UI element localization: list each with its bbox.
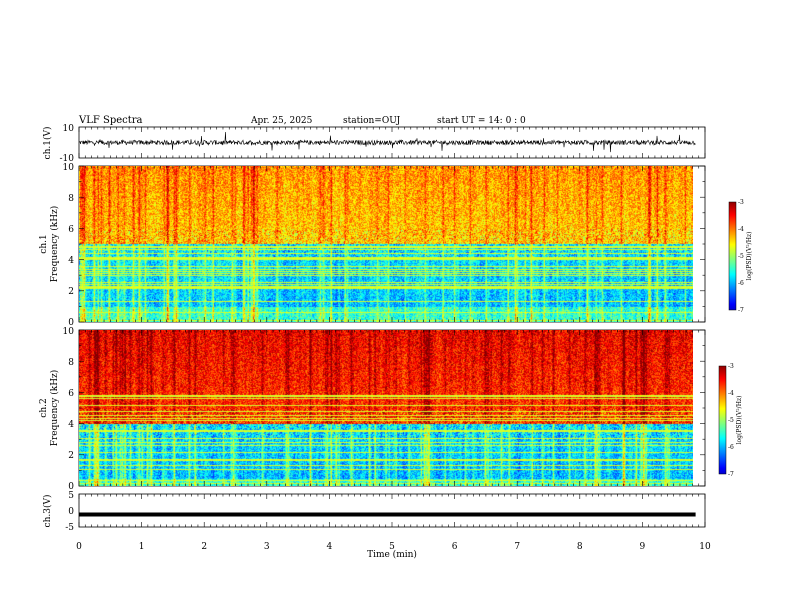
ch1-cbar-tick-m3: -3: [738, 199, 744, 206]
ch2-cbar-tick-m3: -3: [728, 363, 734, 370]
ch3-waveform-panel: 5 0 -5 ch.3(V): [42, 491, 706, 533]
x-tick-label: 10: [699, 542, 711, 552]
ch1-ytick-top: 10: [63, 124, 75, 134]
station-label: station=OUJ: [343, 116, 401, 126]
x-tick-label: 2: [201, 542, 207, 552]
ch1-cbar-tick-m6: -6: [738, 280, 744, 287]
ch2-ytick-4: 4: [68, 420, 74, 430]
ch3-ylabel: ch.3(V): [42, 495, 53, 528]
x-tick-label: 6: [452, 542, 458, 552]
ch2-cbar-label: log(PSD)(V²/Hz): [736, 396, 743, 445]
ch2-spectrogram-heatmap: [79, 330, 693, 486]
x-tick-label: 9: [640, 542, 646, 552]
ch1-ylabel: ch.1(V): [42, 127, 53, 160]
ch1-colorbar: [729, 202, 736, 310]
ch1-spectrogram-heatmap: [79, 166, 693, 322]
x-tick-label: 4: [327, 542, 333, 552]
start-time-label: start UT = 14: 0 : 0: [437, 116, 526, 126]
ch1-channel-label: ch.1: [39, 234, 49, 253]
ch1-ytick-0: 0: [68, 318, 74, 328]
ch1-ytick-10: 10: [63, 163, 75, 173]
x-axis-label: Time (min): [367, 549, 417, 560]
ch1-cbar-label: log(PSD)(V²/Hz): [746, 232, 753, 281]
ch1-cbar-tick-m4: -4: [738, 226, 744, 233]
ch1-ytick-4: 4: [68, 256, 74, 266]
ch2-freq-label: Frequency (kHz): [49, 370, 60, 447]
x-tick-label: 0: [76, 542, 82, 552]
ch3-waveform-frame: [78, 493, 706, 528]
axis-ticks: [78, 127, 706, 527]
ch1-waveform-trace: [78, 131, 696, 153]
x-tick-label: 3: [264, 542, 270, 552]
ch3-waveform-trace: [79, 512, 696, 517]
ch2-channel-label: ch.2: [39, 398, 49, 417]
ch2-colorbar: [719, 366, 726, 474]
ch2-ytick-2: 2: [68, 451, 74, 461]
ch1-ytick-2: 2: [68, 287, 74, 297]
ch3-ytick-0: 0: [68, 507, 74, 517]
ch2-spectrogram-panel: 10 8 6 4 2 0 ch.2 Frequency (kHz) -3 -4 …: [39, 327, 743, 492]
ch2-ytick-6: 6: [68, 389, 74, 399]
ch1-ytick-bottom: -10: [60, 154, 75, 164]
ch2-colorbar-frame: [718, 365, 727, 475]
ch2-ytick-8: 8: [68, 358, 74, 368]
figure-title: VLF Spectra: [78, 115, 143, 126]
ch2-cbar-tick-m5: -5: [728, 417, 734, 424]
x-tick-labels: 0 1 2 3 4 5 6 7 8 9 10: [76, 542, 711, 552]
x-tick-label: 5: [389, 542, 395, 552]
ch1-ytick-8: 8: [68, 194, 74, 204]
date-label: Apr. 25, 2025: [250, 116, 313, 126]
ch1-freq-label: Frequency (kHz): [49, 206, 60, 283]
ch2-ytick-0: 0: [68, 482, 74, 492]
ch2-cbar-tick-m6: -6: [728, 444, 734, 451]
ch1-cbar-tick-m5: -5: [738, 253, 744, 260]
ch1-spectrogram-panel: 10 8 6 4 2 0 ch.1 Frequency (kHz) -3 -4 …: [39, 163, 753, 328]
ch1-ytick-6: 6: [68, 225, 74, 235]
ch1-cbar-tick-m7: -7: [738, 307, 744, 314]
x-tick-label: 1: [139, 542, 145, 552]
x-tick-label: 7: [514, 542, 520, 552]
ch1-colorbar-frame: [728, 201, 737, 311]
x-tick-label: 8: [577, 542, 583, 552]
ch1-waveform-panel: 10 -10 ch.1(V): [42, 124, 706, 164]
ch2-cbar-tick-m7: -7: [728, 471, 734, 478]
ch3-ytick-m5: -5: [65, 523, 74, 533]
ch2-cbar-tick-m4: -4: [728, 390, 734, 397]
ch2-ytick-10: 10: [63, 327, 75, 337]
ch3-ytick-5: 5: [68, 491, 74, 501]
